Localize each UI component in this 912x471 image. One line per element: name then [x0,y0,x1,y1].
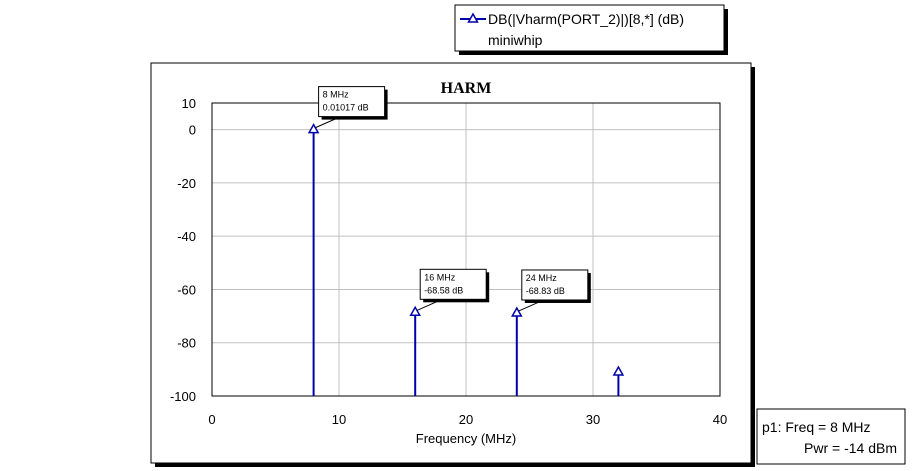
callout-frequency: 24 MHz [526,273,558,283]
callout-level: 0.01017 dB [323,103,369,113]
harmonic-marker-triangle-icon [511,306,523,317]
legend-subtext: miniwhip [488,32,543,48]
x-tick-label: 10 [332,412,346,427]
x-tick-label: 20 [459,412,473,427]
legend-triangle-marker-icon [467,12,479,23]
y-tick-label: -100 [170,389,196,404]
x-tick-label: 0 [208,412,215,427]
callout-box [419,268,487,300]
harmonic-marker-triangle-icon [612,365,625,376]
marker-annotations: 8 MHz 0.01017 dB 16 MHz -68.58 dB 24 MHz -68.… [315,86,591,312]
plot-frame [150,62,755,467]
x-axis-title: Frequency (MHz) [416,431,516,446]
y-tick-label: -80 [177,336,196,351]
y-tick-label: 0 [189,123,196,138]
marker-info-box: p1: Freq = 8 MHz Pwr = -14 dBm [756,408,906,465]
y-tick-label: 10 [182,96,196,111]
legend[interactable]: DB(|Vharm(PORT_2)|)[8,*] (dB) miniwhip [454,4,728,55]
harmonic-marker-triangle-icon [409,305,421,317]
chart-title: HARM [441,80,492,97]
legend-entry-label: DB(|Vharm(PORT_2)|)[8,*] (dB) [488,11,684,27]
data-series [307,123,625,396]
marker-callout: 16 MHz -68.58 dB [416,268,490,311]
callout-frequency: 8 MHz [323,90,350,100]
marker-callout: 8 MHz 0.01017 dB [315,86,388,129]
marker-info-power: Pwr = -14 dBm [804,440,897,456]
x-tick-label: 30 [586,412,600,427]
grid [212,103,720,396]
callout-box [318,86,386,118]
callout-box [521,269,589,301]
x-axis-ticks: 0 10 20 30 40 [208,412,727,427]
marker-info-freq: p1: Freq = 8 MHz [762,419,871,435]
callout-level: -68.58 dB [424,285,463,295]
y-tick-label: -60 [177,282,196,297]
y-tick-label: -20 [177,176,196,191]
callout-level: -68.83 dB [526,286,565,296]
plot-area [211,102,721,397]
y-axis-ticks: 10 0 -20 -40 -60 -80 -100 [170,96,196,404]
y-tick-label: -40 [177,229,196,244]
marker-callout: 24 MHz -68.83 dB [518,269,591,312]
harmonic-marker-triangle-icon [307,123,320,134]
callout-frequency: 16 MHz [424,272,456,282]
x-tick-label: 40 [713,412,727,427]
